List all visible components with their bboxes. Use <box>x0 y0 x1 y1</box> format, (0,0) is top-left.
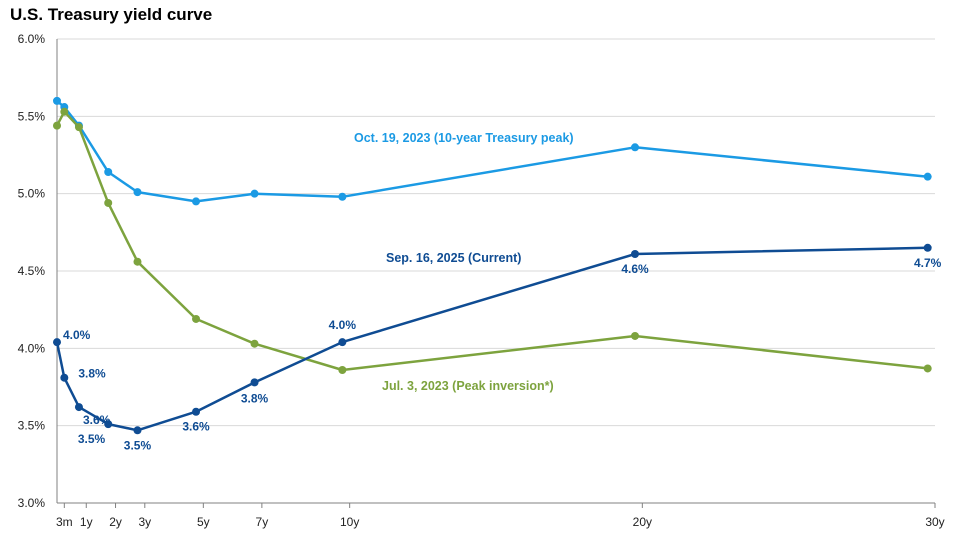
data-label: 3.6% <box>83 413 111 427</box>
data-label: 4.0% <box>329 318 357 332</box>
data-point <box>192 197 201 206</box>
data-point <box>53 121 61 130</box>
data-point <box>133 257 142 266</box>
x-tick-label: 1y <box>80 515 93 529</box>
data-label: 3.5% <box>124 438 152 452</box>
series-annotation: Sep. 16, 2025 (Current) <box>386 251 521 265</box>
data-label: 4.6% <box>621 262 649 276</box>
data-point <box>74 403 83 412</box>
y-tick-label: 3.5% <box>18 419 46 433</box>
data-point <box>133 188 142 197</box>
y-tick-label: 5.0% <box>18 187 46 201</box>
data-point <box>192 407 201 416</box>
series-line-2 <box>55 246 928 432</box>
x-tick-label: 3m <box>56 515 73 529</box>
y-tick-label: 5.5% <box>18 109 46 123</box>
data-point <box>338 338 347 347</box>
data-label: 3.8% <box>241 391 269 405</box>
data-point <box>250 339 259 348</box>
x-tick-label: 10y <box>340 515 359 529</box>
data-point <box>53 96 61 105</box>
data-point <box>923 364 932 373</box>
data-point <box>192 314 201 323</box>
data-point <box>74 123 83 132</box>
data-point <box>104 198 113 207</box>
data-point <box>631 331 640 340</box>
data-point <box>250 378 259 387</box>
data-point <box>250 189 259 198</box>
y-tick-label: 4.5% <box>18 264 46 278</box>
x-tick-label: 5y <box>197 515 210 529</box>
data-point <box>923 172 932 181</box>
data-point <box>104 168 113 177</box>
y-tick-label: 6.0% <box>18 32 46 46</box>
data-point <box>631 249 640 258</box>
x-tick-label: 30y <box>925 515 944 529</box>
data-point <box>133 426 142 435</box>
series-annotation: Jul. 3, 2023 (Peak inversion*) <box>382 379 554 393</box>
data-point <box>60 107 69 116</box>
series-line-1 <box>55 110 928 372</box>
y-tick-label: 3.0% <box>18 496 46 510</box>
data-label: 4.7% <box>914 256 942 270</box>
series-line-0 <box>56 99 928 203</box>
data-point <box>104 420 113 429</box>
chart-title: U.S. Treasury yield curve <box>10 5 213 24</box>
x-tick-label: 7y <box>256 515 269 529</box>
data-point <box>631 143 640 152</box>
data-label: 3.5% <box>78 432 106 446</box>
data-label: 3.8% <box>78 367 106 381</box>
data-label: 4.0% <box>63 328 91 342</box>
data-point <box>338 192 347 201</box>
data-point <box>338 365 347 374</box>
data-point <box>923 243 932 252</box>
x-tick-label: 2y <box>109 515 122 529</box>
series-annotation: Oct. 19, 2023 (10-year Treasury peak) <box>354 131 574 145</box>
data-point <box>53 338 61 347</box>
x-tick-label: 20y <box>633 515 652 529</box>
x-tick-label: 3y <box>138 515 151 529</box>
y-tick-label: 4.0% <box>18 341 46 355</box>
data-label: 3.6% <box>182 420 210 434</box>
data-point <box>60 373 69 382</box>
